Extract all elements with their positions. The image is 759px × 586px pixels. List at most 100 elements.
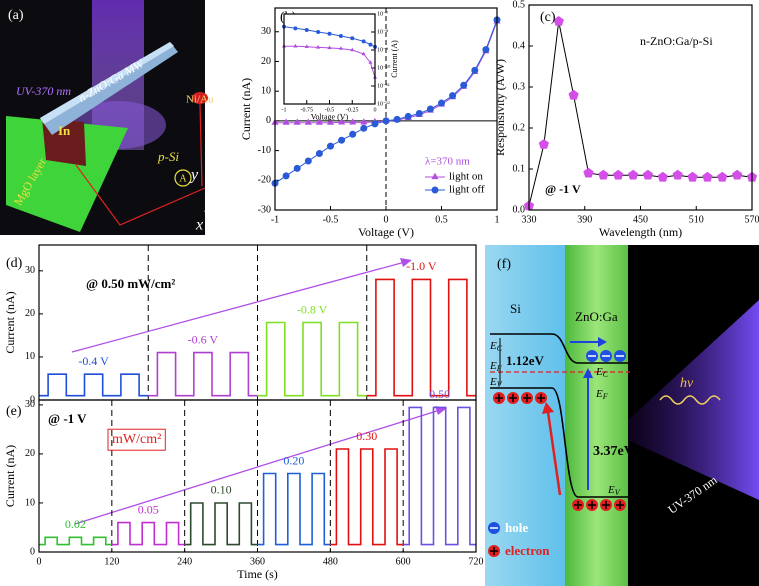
axis-label: z bbox=[211, 163, 219, 180]
y-tick-label: 10 bbox=[25, 497, 35, 508]
series-line bbox=[528, 21, 753, 207]
level-symbol: E bbox=[489, 360, 497, 372]
x-tick-label: 0 bbox=[374, 107, 377, 113]
x-tick-label: 120 bbox=[104, 556, 119, 567]
y-tick-label: 0 bbox=[30, 546, 35, 557]
level-label: EF bbox=[489, 360, 502, 373]
y-tick-label: 10 bbox=[25, 351, 35, 362]
marker bbox=[349, 118, 357, 125]
series-label: -0.6 V bbox=[188, 332, 219, 346]
y-tick-label: 0.5 bbox=[513, 0, 526, 10]
marker bbox=[304, 27, 309, 32]
electrode-label: In bbox=[58, 123, 71, 138]
level-label: EV bbox=[607, 484, 621, 497]
y-axis-title: Current (nA) bbox=[3, 445, 17, 507]
series-label: 0.02 bbox=[65, 517, 86, 531]
y-axis-title: Current (nA) bbox=[239, 78, 253, 140]
marker bbox=[304, 118, 312, 125]
y-tick-label: 0 bbox=[266, 115, 271, 126]
annotation-box bbox=[107, 428, 166, 451]
inset-background bbox=[284, 14, 375, 104]
series-line bbox=[39, 536, 112, 546]
marker bbox=[282, 118, 290, 125]
marker bbox=[316, 30, 321, 34]
x-tick-label: 360 bbox=[250, 556, 265, 567]
marker bbox=[349, 130, 357, 138]
marker bbox=[360, 118, 368, 125]
marker bbox=[326, 118, 335, 125]
y-axis-title: Current (nA) bbox=[3, 291, 17, 353]
y-tick-label: 30 bbox=[261, 26, 271, 37]
level-label: EC bbox=[489, 340, 503, 353]
series-line bbox=[403, 406, 476, 546]
x-tick-label: 0.5 bbox=[435, 214, 448, 225]
level-subscript: F bbox=[602, 392, 608, 401]
marker bbox=[415, 109, 423, 117]
marker bbox=[368, 42, 373, 47]
y-tick-label: 20 bbox=[25, 308, 35, 319]
legend-label: electron bbox=[505, 543, 550, 558]
y-tick-label: 20 bbox=[25, 448, 35, 459]
marker bbox=[382, 117, 390, 125]
series-line bbox=[148, 351, 258, 397]
marker bbox=[293, 118, 301, 125]
marker bbox=[538, 139, 549, 149]
y-tick-label: 30 bbox=[25, 265, 35, 276]
marker bbox=[471, 66, 479, 74]
microwire bbox=[40, 42, 178, 135]
marker bbox=[350, 36, 355, 41]
marker bbox=[393, 115, 401, 123]
electrons bbox=[488, 350, 626, 534]
x-tick-label: 330 bbox=[522, 214, 537, 225]
x-axis-title: Time (s) bbox=[237, 567, 278, 581]
trend-arrow bbox=[74, 409, 441, 525]
series-label: 0.30 bbox=[356, 429, 377, 443]
series-label: -0.8 V bbox=[297, 302, 328, 316]
y-tick-label: 10⁻¹⁰ bbox=[377, 64, 391, 71]
annotation: @ -1 V bbox=[545, 182, 581, 196]
y-tick-label: 10⁻⁹ bbox=[377, 47, 388, 53]
x-tick-label: 390 bbox=[577, 214, 592, 225]
microwire-top bbox=[40, 42, 174, 124]
legend-label: light off bbox=[449, 184, 485, 196]
x-tick-label: -0.75 bbox=[301, 107, 314, 113]
arrow-head bbox=[542, 402, 554, 414]
level-label: EV bbox=[489, 376, 503, 389]
panel-label: (c) bbox=[540, 10, 556, 25]
x-axis-title: Voltage (V) bbox=[358, 225, 414, 239]
x-tick-label: 450 bbox=[633, 214, 648, 225]
series-label: 0.10 bbox=[211, 483, 232, 497]
level-subscript: C bbox=[497, 344, 503, 353]
level-symbol: E bbox=[607, 484, 615, 496]
x-axis-title: Wavelength (nm) bbox=[599, 225, 682, 239]
y-tick-label: 0.3 bbox=[513, 81, 526, 92]
x-tick-label: 480 bbox=[323, 556, 338, 567]
marker bbox=[304, 157, 312, 165]
marker bbox=[553, 16, 564, 26]
y-axis-title: Current (A) bbox=[390, 40, 399, 78]
marker bbox=[293, 43, 298, 48]
electrode-label: Ni/Au bbox=[186, 94, 214, 106]
plot-frame bbox=[38, 399, 477, 553]
level-label: EF bbox=[595, 388, 608, 401]
x-tick-label: -1 bbox=[271, 214, 279, 225]
level-label: EC bbox=[595, 366, 609, 379]
marker bbox=[338, 33, 343, 38]
level-subscript: V bbox=[615, 488, 621, 497]
series-label: 0.50 bbox=[429, 387, 450, 401]
gap-label: 1.12eV bbox=[506, 353, 545, 368]
series-label: -0.4 V bbox=[78, 354, 109, 368]
light-label: UV-370 nm bbox=[16, 84, 71, 98]
marker bbox=[338, 118, 346, 125]
marker bbox=[438, 99, 445, 107]
marker bbox=[327, 31, 332, 36]
x-tick-label: -0.25 bbox=[346, 107, 359, 113]
x-axis-title: Voltage (V) bbox=[311, 113, 349, 122]
series-label: 0.05 bbox=[138, 502, 159, 516]
plus-sign bbox=[490, 394, 624, 555]
x-tick-label: -0.5 bbox=[325, 107, 335, 113]
conduction-band bbox=[490, 333, 630, 364]
y-tick-label: 10⁻¹² bbox=[377, 101, 390, 107]
